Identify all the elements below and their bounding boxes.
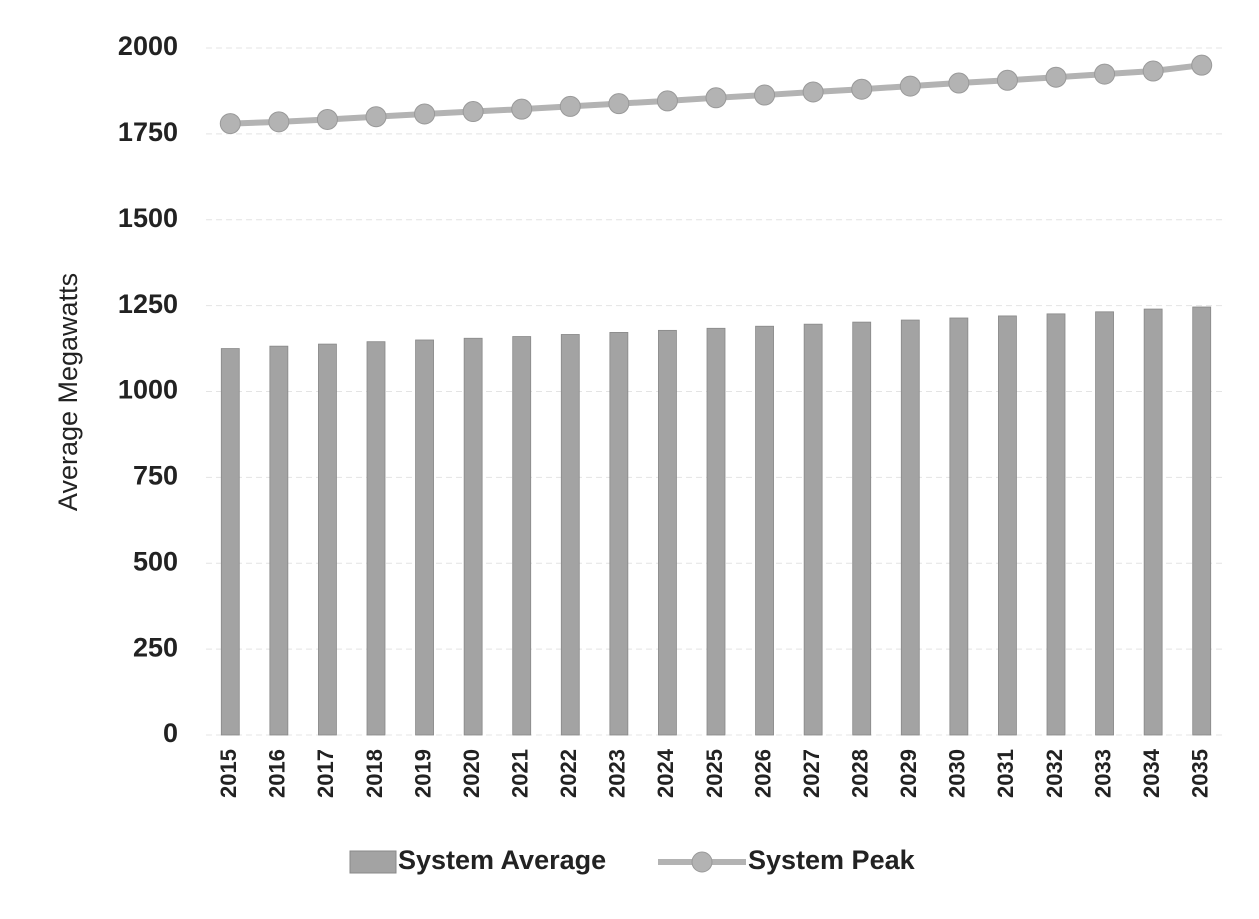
legend-label: System Peak [748, 845, 916, 875]
marker [1094, 63, 1116, 85]
legend-swatch [349, 850, 397, 874]
bar [658, 329, 677, 736]
bar [949, 317, 969, 736]
legend-swatch [691, 851, 713, 873]
x-tick-label: 2021 [508, 749, 533, 798]
x-tick-label: 2018 [362, 749, 387, 798]
marker [608, 93, 630, 115]
x-tick-label: 2019 [410, 749, 435, 798]
x-tick-label: 2030 [945, 749, 970, 798]
marker [656, 90, 678, 112]
marker [1142, 60, 1164, 82]
y-tick-label: 1500 [118, 203, 178, 233]
marker [511, 98, 533, 120]
bar [463, 337, 483, 736]
x-tick-label: 2022 [556, 749, 581, 798]
marker [754, 84, 776, 106]
marker [268, 111, 290, 133]
bar [609, 332, 629, 736]
bar [998, 315, 1017, 736]
marker [1045, 66, 1067, 88]
marker [1191, 54, 1213, 76]
x-tick-label: 2028 [848, 749, 873, 798]
bar [900, 319, 920, 736]
bar [269, 345, 289, 736]
marker [219, 113, 241, 135]
bar [803, 323, 823, 736]
x-tick-label: 2029 [896, 749, 921, 798]
y-tick-label: 1250 [118, 289, 178, 319]
x-tick-label: 2016 [265, 749, 290, 798]
marker [851, 78, 873, 100]
x-tick-label: 2023 [605, 749, 630, 798]
marker [948, 72, 970, 94]
legend-label: System Average [398, 845, 606, 875]
marker [559, 95, 581, 117]
y-tick-label: 2000 [118, 31, 178, 61]
marker [365, 106, 387, 128]
x-tick-label: 2015 [216, 749, 241, 798]
y-tick-label: 1000 [118, 375, 178, 405]
marker [462, 101, 484, 123]
x-tick-label: 2031 [993, 749, 1018, 798]
x-tick-label: 2035 [1188, 749, 1213, 798]
x-tick-label: 2033 [1090, 749, 1115, 798]
marker [899, 75, 921, 97]
marker [996, 69, 1018, 91]
y-tick-label: 750 [133, 461, 178, 491]
y-tick-label: 0 [163, 718, 178, 748]
x-tick-label: 2026 [750, 749, 775, 798]
bar [366, 341, 386, 736]
marker [705, 87, 727, 109]
bar [1143, 308, 1163, 736]
bar [1095, 311, 1114, 736]
bar [1192, 306, 1212, 736]
x-tick-label: 2032 [1042, 749, 1067, 798]
y-tick-label: 1750 [118, 117, 178, 147]
bar [512, 336, 532, 736]
marker [802, 81, 824, 103]
bar [755, 325, 774, 736]
bar [318, 343, 337, 736]
y-axis-label: Average Megawatts [53, 273, 83, 511]
bar [415, 339, 434, 736]
y-tick-label: 500 [133, 546, 178, 576]
bar [220, 348, 240, 736]
x-tick-label: 2027 [799, 749, 824, 798]
bar [560, 334, 580, 736]
bar [852, 321, 872, 736]
x-tick-label: 2034 [1139, 748, 1164, 798]
bar [1046, 313, 1066, 736]
y-tick-label: 250 [133, 632, 178, 662]
x-tick-label: 2017 [313, 749, 338, 798]
x-tick-label: 2020 [459, 749, 484, 798]
x-tick-label: 2024 [653, 748, 678, 798]
marker [414, 103, 436, 125]
bar [706, 327, 726, 736]
marker [316, 108, 338, 130]
x-tick-label: 2025 [702, 749, 727, 798]
